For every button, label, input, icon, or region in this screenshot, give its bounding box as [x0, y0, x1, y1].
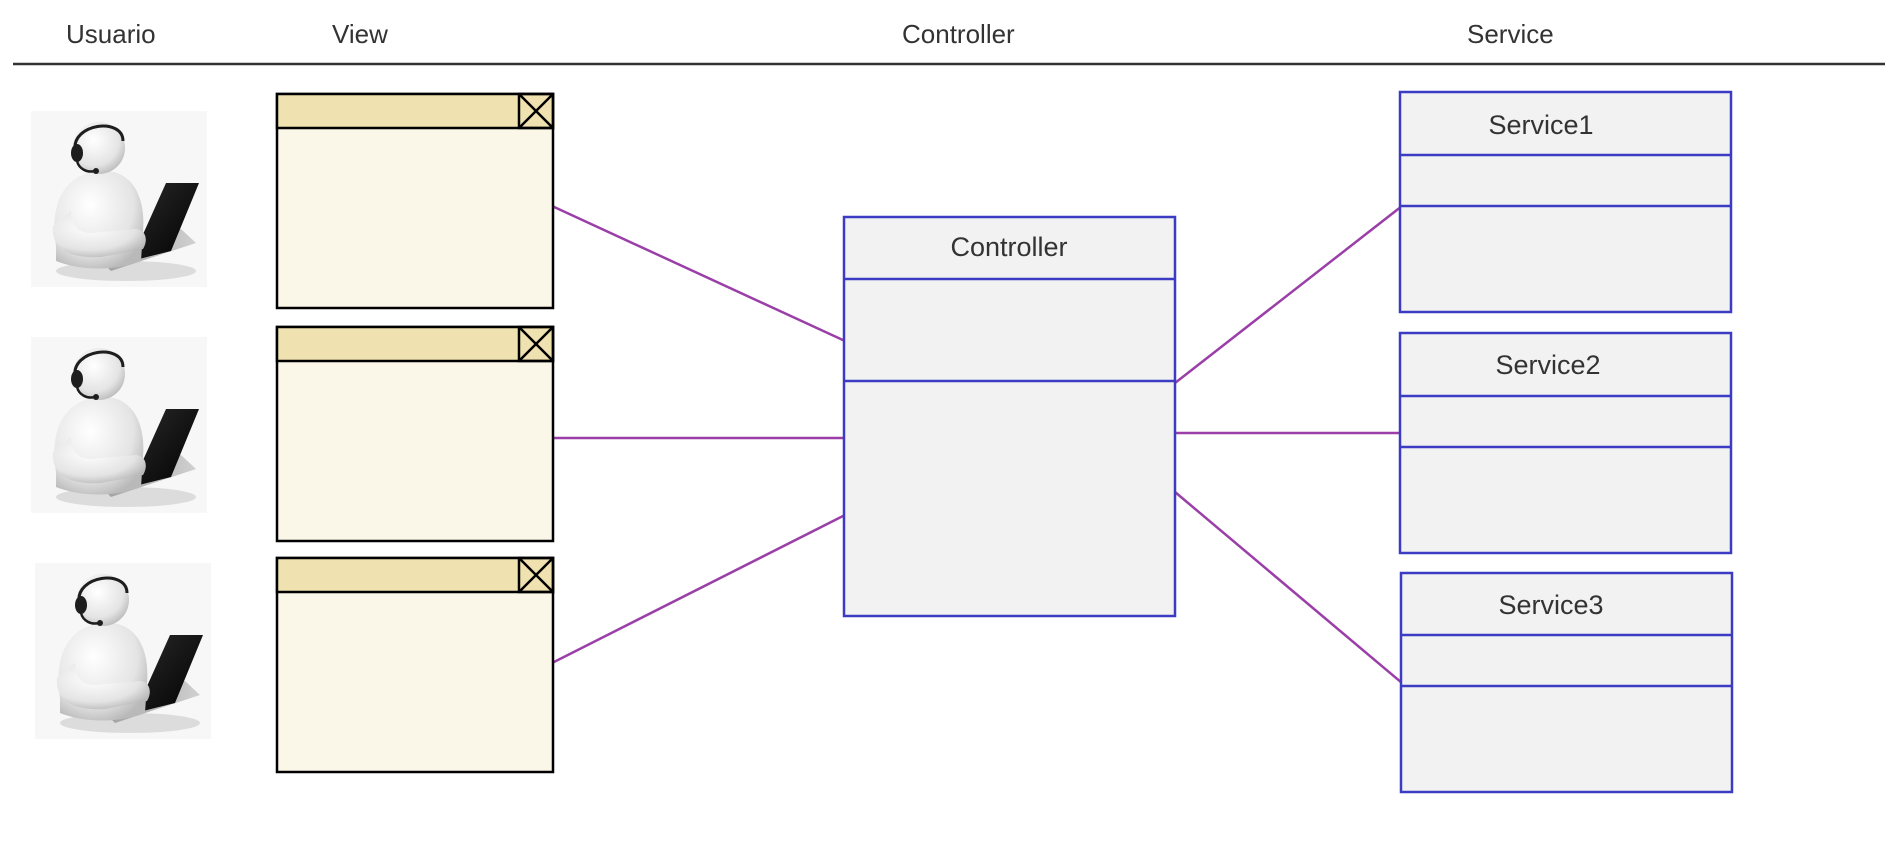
- connector-view3-controller: [551, 513, 846, 665]
- controller-title: Controller: [950, 232, 1067, 262]
- connector-controller-service3: [1174, 491, 1403, 684]
- service-box-1: Service1: [1398, 90, 1733, 314]
- connectors: [551, 204, 1405, 684]
- user-with-headset-laptop-icon: [33, 561, 213, 741]
- user-3: [33, 561, 213, 741]
- user-with-headset-laptop-icon: [29, 109, 209, 289]
- service-box-2: Service2: [1398, 331, 1733, 555]
- controller-box: Controller: [842, 215, 1177, 618]
- user-1: [29, 109, 209, 289]
- header-view: View: [332, 19, 388, 49]
- view-window-3: [275, 556, 555, 774]
- header-controller: Controller: [902, 19, 1015, 49]
- connector-controller-service1: [1174, 205, 1403, 384]
- view-window-1: [275, 92, 555, 310]
- service-title: Service3: [1498, 590, 1603, 620]
- connector-view1-controller: [551, 204, 846, 343]
- view-window-titlebar: [275, 556, 555, 594]
- window-close-icon: [517, 325, 555, 363]
- view-window-titlebar: [275, 325, 555, 363]
- header-usuario: Usuario: [66, 19, 156, 49]
- view-window-titlebar: [275, 92, 555, 130]
- user-2: [29, 335, 209, 515]
- user-with-headset-laptop-icon: [29, 335, 209, 515]
- window-close-icon: [517, 556, 555, 594]
- window-close-icon: [517, 92, 555, 130]
- header-service: Service: [1467, 19, 1554, 49]
- service-box-3: Service3: [1399, 571, 1734, 794]
- service-title: Service1: [1488, 110, 1593, 140]
- view-window-2: [275, 325, 555, 543]
- service-title: Service2: [1495, 350, 1600, 380]
